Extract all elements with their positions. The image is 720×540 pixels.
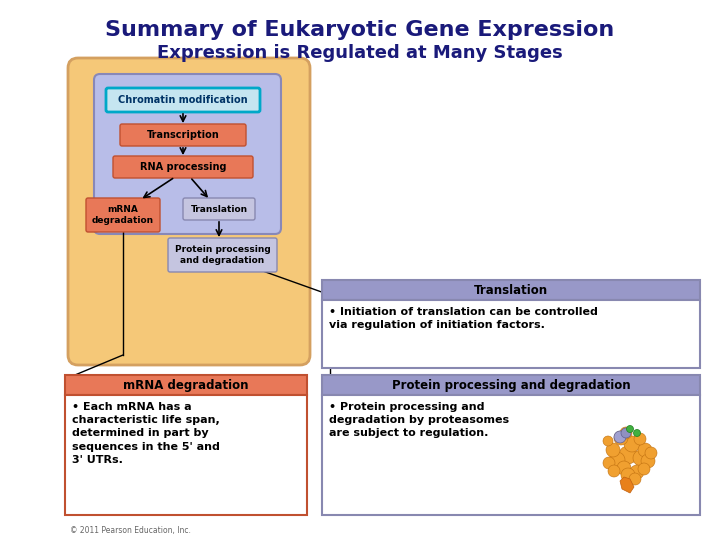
Text: © 2011 Pearson Education, Inc.: © 2011 Pearson Education, Inc.	[70, 525, 191, 535]
Circle shape	[603, 436, 613, 446]
Text: Transcription: Transcription	[147, 130, 220, 140]
FancyBboxPatch shape	[65, 395, 307, 515]
Circle shape	[620, 427, 632, 439]
Circle shape	[621, 428, 631, 438]
Circle shape	[629, 473, 641, 485]
Circle shape	[621, 468, 635, 482]
FancyBboxPatch shape	[113, 156, 253, 178]
Text: Summary of Eukaryotic Gene Expression: Summary of Eukaryotic Gene Expression	[105, 20, 615, 40]
Text: Protein processing and degradation: Protein processing and degradation	[392, 379, 630, 392]
Circle shape	[638, 463, 650, 475]
Circle shape	[603, 457, 615, 469]
Text: RNA processing: RNA processing	[140, 162, 226, 172]
FancyBboxPatch shape	[86, 198, 160, 232]
Text: • Each mRNA has a
characteristic life span,
determined in part by
sequences in t: • Each mRNA has a characteristic life sp…	[72, 402, 220, 465]
Text: Expression is Regulated at Many Stages: Expression is Regulated at Many Stages	[157, 44, 563, 62]
Circle shape	[630, 465, 644, 479]
Circle shape	[606, 443, 620, 457]
Circle shape	[614, 431, 628, 445]
FancyBboxPatch shape	[68, 58, 310, 365]
Circle shape	[633, 450, 649, 466]
FancyBboxPatch shape	[322, 375, 700, 395]
Circle shape	[634, 433, 646, 445]
FancyBboxPatch shape	[183, 198, 255, 220]
Circle shape	[608, 465, 620, 477]
Circle shape	[609, 452, 625, 468]
Text: Chromatin modification: Chromatin modification	[118, 95, 248, 105]
Text: Translation: Translation	[474, 284, 548, 296]
Text: Protein processing
and degradation: Protein processing and degradation	[175, 245, 271, 265]
Circle shape	[645, 447, 657, 459]
FancyBboxPatch shape	[322, 300, 700, 368]
Circle shape	[626, 426, 634, 433]
Circle shape	[641, 454, 655, 468]
Text: mRNA degradation: mRNA degradation	[123, 379, 248, 392]
Text: mRNA
degradation: mRNA degradation	[92, 205, 154, 225]
FancyBboxPatch shape	[65, 375, 307, 395]
Circle shape	[617, 461, 631, 475]
Text: Translation: Translation	[190, 205, 248, 213]
FancyBboxPatch shape	[322, 280, 700, 300]
Circle shape	[634, 429, 641, 436]
Circle shape	[624, 436, 640, 452]
Polygon shape	[620, 477, 634, 493]
Circle shape	[619, 446, 637, 464]
FancyBboxPatch shape	[106, 88, 260, 112]
FancyBboxPatch shape	[120, 124, 246, 146]
Text: • Protein processing and
degradation by proteasomes
are subject to regulation.: • Protein processing and degradation by …	[329, 402, 509, 438]
Text: • Initiation of translation can be controlled
via regulation of initiation facto: • Initiation of translation can be contr…	[329, 307, 598, 330]
Circle shape	[614, 431, 626, 443]
FancyBboxPatch shape	[94, 74, 281, 234]
FancyBboxPatch shape	[168, 238, 277, 272]
FancyBboxPatch shape	[322, 395, 700, 515]
Circle shape	[638, 443, 652, 457]
